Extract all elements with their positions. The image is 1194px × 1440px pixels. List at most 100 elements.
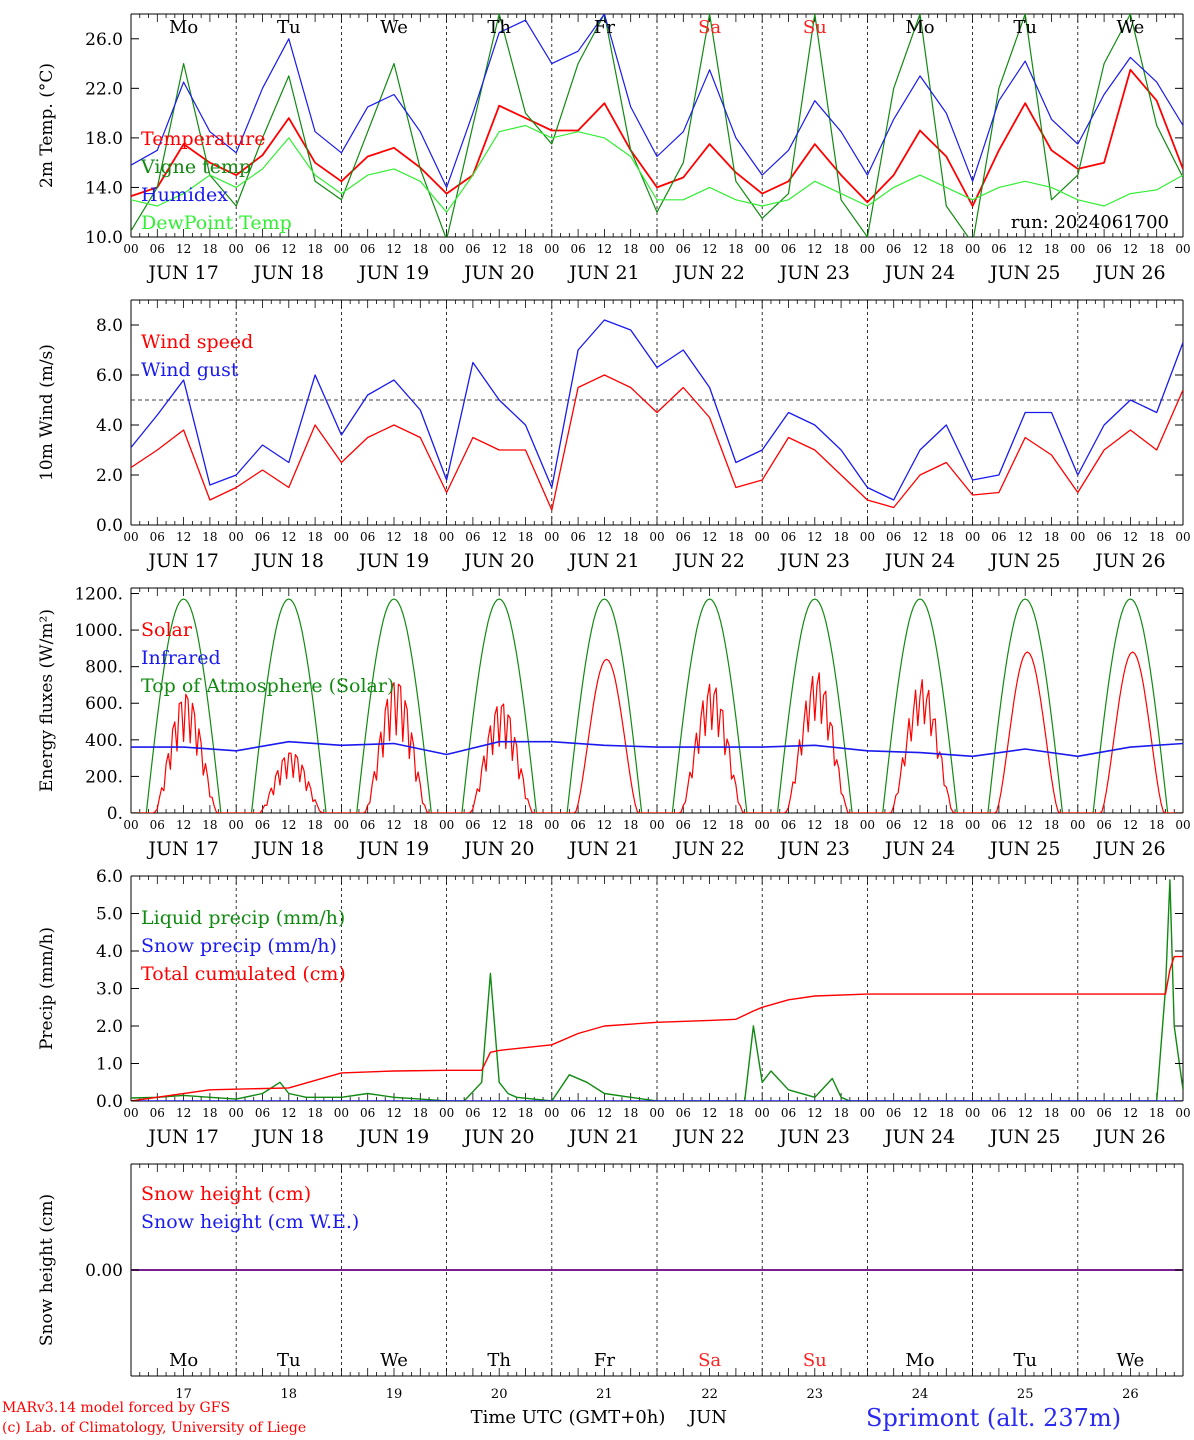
day-names: Mo Tu We Th Fr Sa Su Mo Tu We — [169, 17, 1144, 38]
hour-tick-label: 06 — [991, 1106, 1006, 1120]
series-line — [131, 374, 1183, 511]
y-tick-label: 6.0 — [96, 366, 123, 386]
hour-tick-label: 12 — [1018, 242, 1033, 256]
hour-tick-label: 00 — [229, 1106, 244, 1120]
hour-tick-label: 06 — [1096, 1106, 1111, 1120]
hour-tick-label: 00 — [544, 1106, 559, 1120]
hour-tick-label: 12 — [1123, 242, 1138, 256]
hour-tick-label: 12 — [492, 530, 507, 544]
day-number: 18 — [281, 1387, 298, 1402]
hour-tick-label: 06 — [360, 1106, 375, 1120]
date-label: JUN 17 — [146, 1126, 218, 1148]
date-label: JUN 21 — [567, 262, 639, 284]
day-name: We — [380, 17, 408, 38]
hour-tick-label: 00 — [965, 818, 980, 832]
day-name: Fr — [594, 17, 615, 38]
hour-tick-label: 12 — [176, 242, 191, 256]
hour-tick-label: 18 — [833, 530, 848, 544]
hour-tick-label: 12 — [176, 530, 191, 544]
hour-tick-label: 06 — [676, 818, 691, 832]
x-axis-labels: 00 06 12 18 JUN 17 00 06 12 18 JUN 18 00 06 12 18 JUN … — [123, 1106, 1190, 1148]
hour-tick-label: 18 — [1044, 530, 1059, 544]
hour-tick-label: 18 — [623, 818, 638, 832]
legend: Temperature Vigne temp Humidex DewPoint Tem… — [140, 128, 292, 234]
hour-tick-label: 00 — [229, 242, 244, 256]
hour-tick-label: 00 — [439, 242, 454, 256]
hour-tick-label: 18 — [1149, 818, 1164, 832]
hour-tick-label: 18 — [518, 530, 533, 544]
legend: Snow height (cm) Snow height (cm W.E.) — [141, 1183, 359, 1233]
hour-tick-label: 06 — [570, 242, 585, 256]
hour-tick-label: 06 — [255, 1106, 270, 1120]
day-name: Mo — [169, 1350, 198, 1371]
day-number: 24 — [912, 1387, 929, 1402]
hour-tick-label: 00 — [649, 242, 664, 256]
y-tick-label: 8.0 — [96, 316, 123, 336]
date-label: JUN 17 — [146, 550, 218, 572]
series-line — [131, 14, 1183, 188]
hour-tick-label: 06 — [781, 818, 796, 832]
energy-series — [131, 598, 1183, 813]
footer-copyright: (c) Lab. of Climatology, University of L… — [2, 1420, 307, 1436]
toa-curve — [762, 598, 868, 813]
date-label: JUN 22 — [672, 838, 744, 860]
hour-tick-label: 12 — [281, 242, 296, 256]
hour-tick-label: 00 — [649, 818, 664, 832]
hour-tick-label: 18 — [833, 1106, 848, 1120]
hour-tick-label: 18 — [202, 818, 217, 832]
hour-tick-label: 12 — [1123, 530, 1138, 544]
x-axis-labels: 00 06 12 18 JUN 17 00 06 12 18 JUN 18 00 06 12 18 JUN … — [123, 818, 1190, 860]
hour-tick-label: 18 — [413, 242, 428, 256]
hour-tick-label: 00 — [334, 818, 349, 832]
hour-tick-label: 00 — [123, 818, 138, 832]
hour-tick-label: 18 — [1044, 242, 1059, 256]
hour-tick-label: 00 — [860, 1106, 875, 1120]
day-name: Su — [803, 17, 827, 38]
hour-tick-label: 12 — [807, 530, 822, 544]
date-label: JUN 26 — [1093, 838, 1165, 860]
hour-tick-label: 12 — [702, 818, 717, 832]
panel-frame — [130, 587, 1184, 814]
hour-tick-label: 12 — [597, 818, 612, 832]
y-tick-label: 2.0 — [96, 1017, 123, 1037]
hour-tick-label: 00 — [1070, 530, 1085, 544]
hour-tick-label: 06 — [360, 818, 375, 832]
hour-tick-label: 18 — [1149, 242, 1164, 256]
hour-tick-label: 00 — [1175, 818, 1190, 832]
hour-tick-label: 00 — [965, 242, 980, 256]
day-number: 19 — [386, 1387, 403, 1402]
hour-tick-label: 06 — [150, 530, 165, 544]
hour-tick-label: 06 — [781, 530, 796, 544]
hour-tick-label: 00 — [123, 242, 138, 256]
footer-model-credit: MARv3.14 model forced by GFS — [2, 1400, 231, 1416]
hour-tick-label: 18 — [518, 242, 533, 256]
legend-entry: Infrared — [141, 647, 221, 669]
legend-entry: Snow height (cm W.E.) — [141, 1211, 359, 1233]
hour-tick-label: 12 — [1018, 818, 1033, 832]
hour-tick-label: 00 — [755, 242, 770, 256]
hour-tick-label: 06 — [255, 242, 270, 256]
day-name: Mo — [905, 17, 934, 38]
date-label: JUN 18 — [252, 550, 324, 572]
hour-tick-label: 06 — [465, 818, 480, 832]
hour-tick-label: 12 — [597, 1106, 612, 1120]
hour-tick-label: 00 — [965, 1106, 980, 1120]
series-line — [131, 124, 1183, 213]
legend-entry: Humidex — [141, 184, 228, 206]
hour-tick-label: 00 — [860, 242, 875, 256]
day-number: 23 — [807, 1387, 824, 1402]
station-name: Sprimont (alt. 237m) — [866, 1404, 1122, 1432]
hour-tick-label: 12 — [702, 1106, 717, 1120]
hour-tick-label: 12 — [1018, 1106, 1033, 1120]
date-label: JUN 25 — [988, 838, 1060, 860]
date-label: JUN 23 — [778, 262, 850, 284]
series-line — [131, 14, 1183, 237]
hour-tick-label: 06 — [676, 242, 691, 256]
day-names-bottom: Mo 17 Tu 18 We 19 Th 20 Fr 21 Sa 22 Su 23 Mo 24 Tu 25 We 26 — [169, 1350, 1144, 1402]
hour-tick-label: 00 — [1070, 242, 1085, 256]
hour-tick-label: 00 — [755, 1106, 770, 1120]
hour-tick-label: 06 — [465, 242, 480, 256]
hour-tick-label: 00 — [123, 1106, 138, 1120]
hour-tick-label: 18 — [728, 530, 743, 544]
